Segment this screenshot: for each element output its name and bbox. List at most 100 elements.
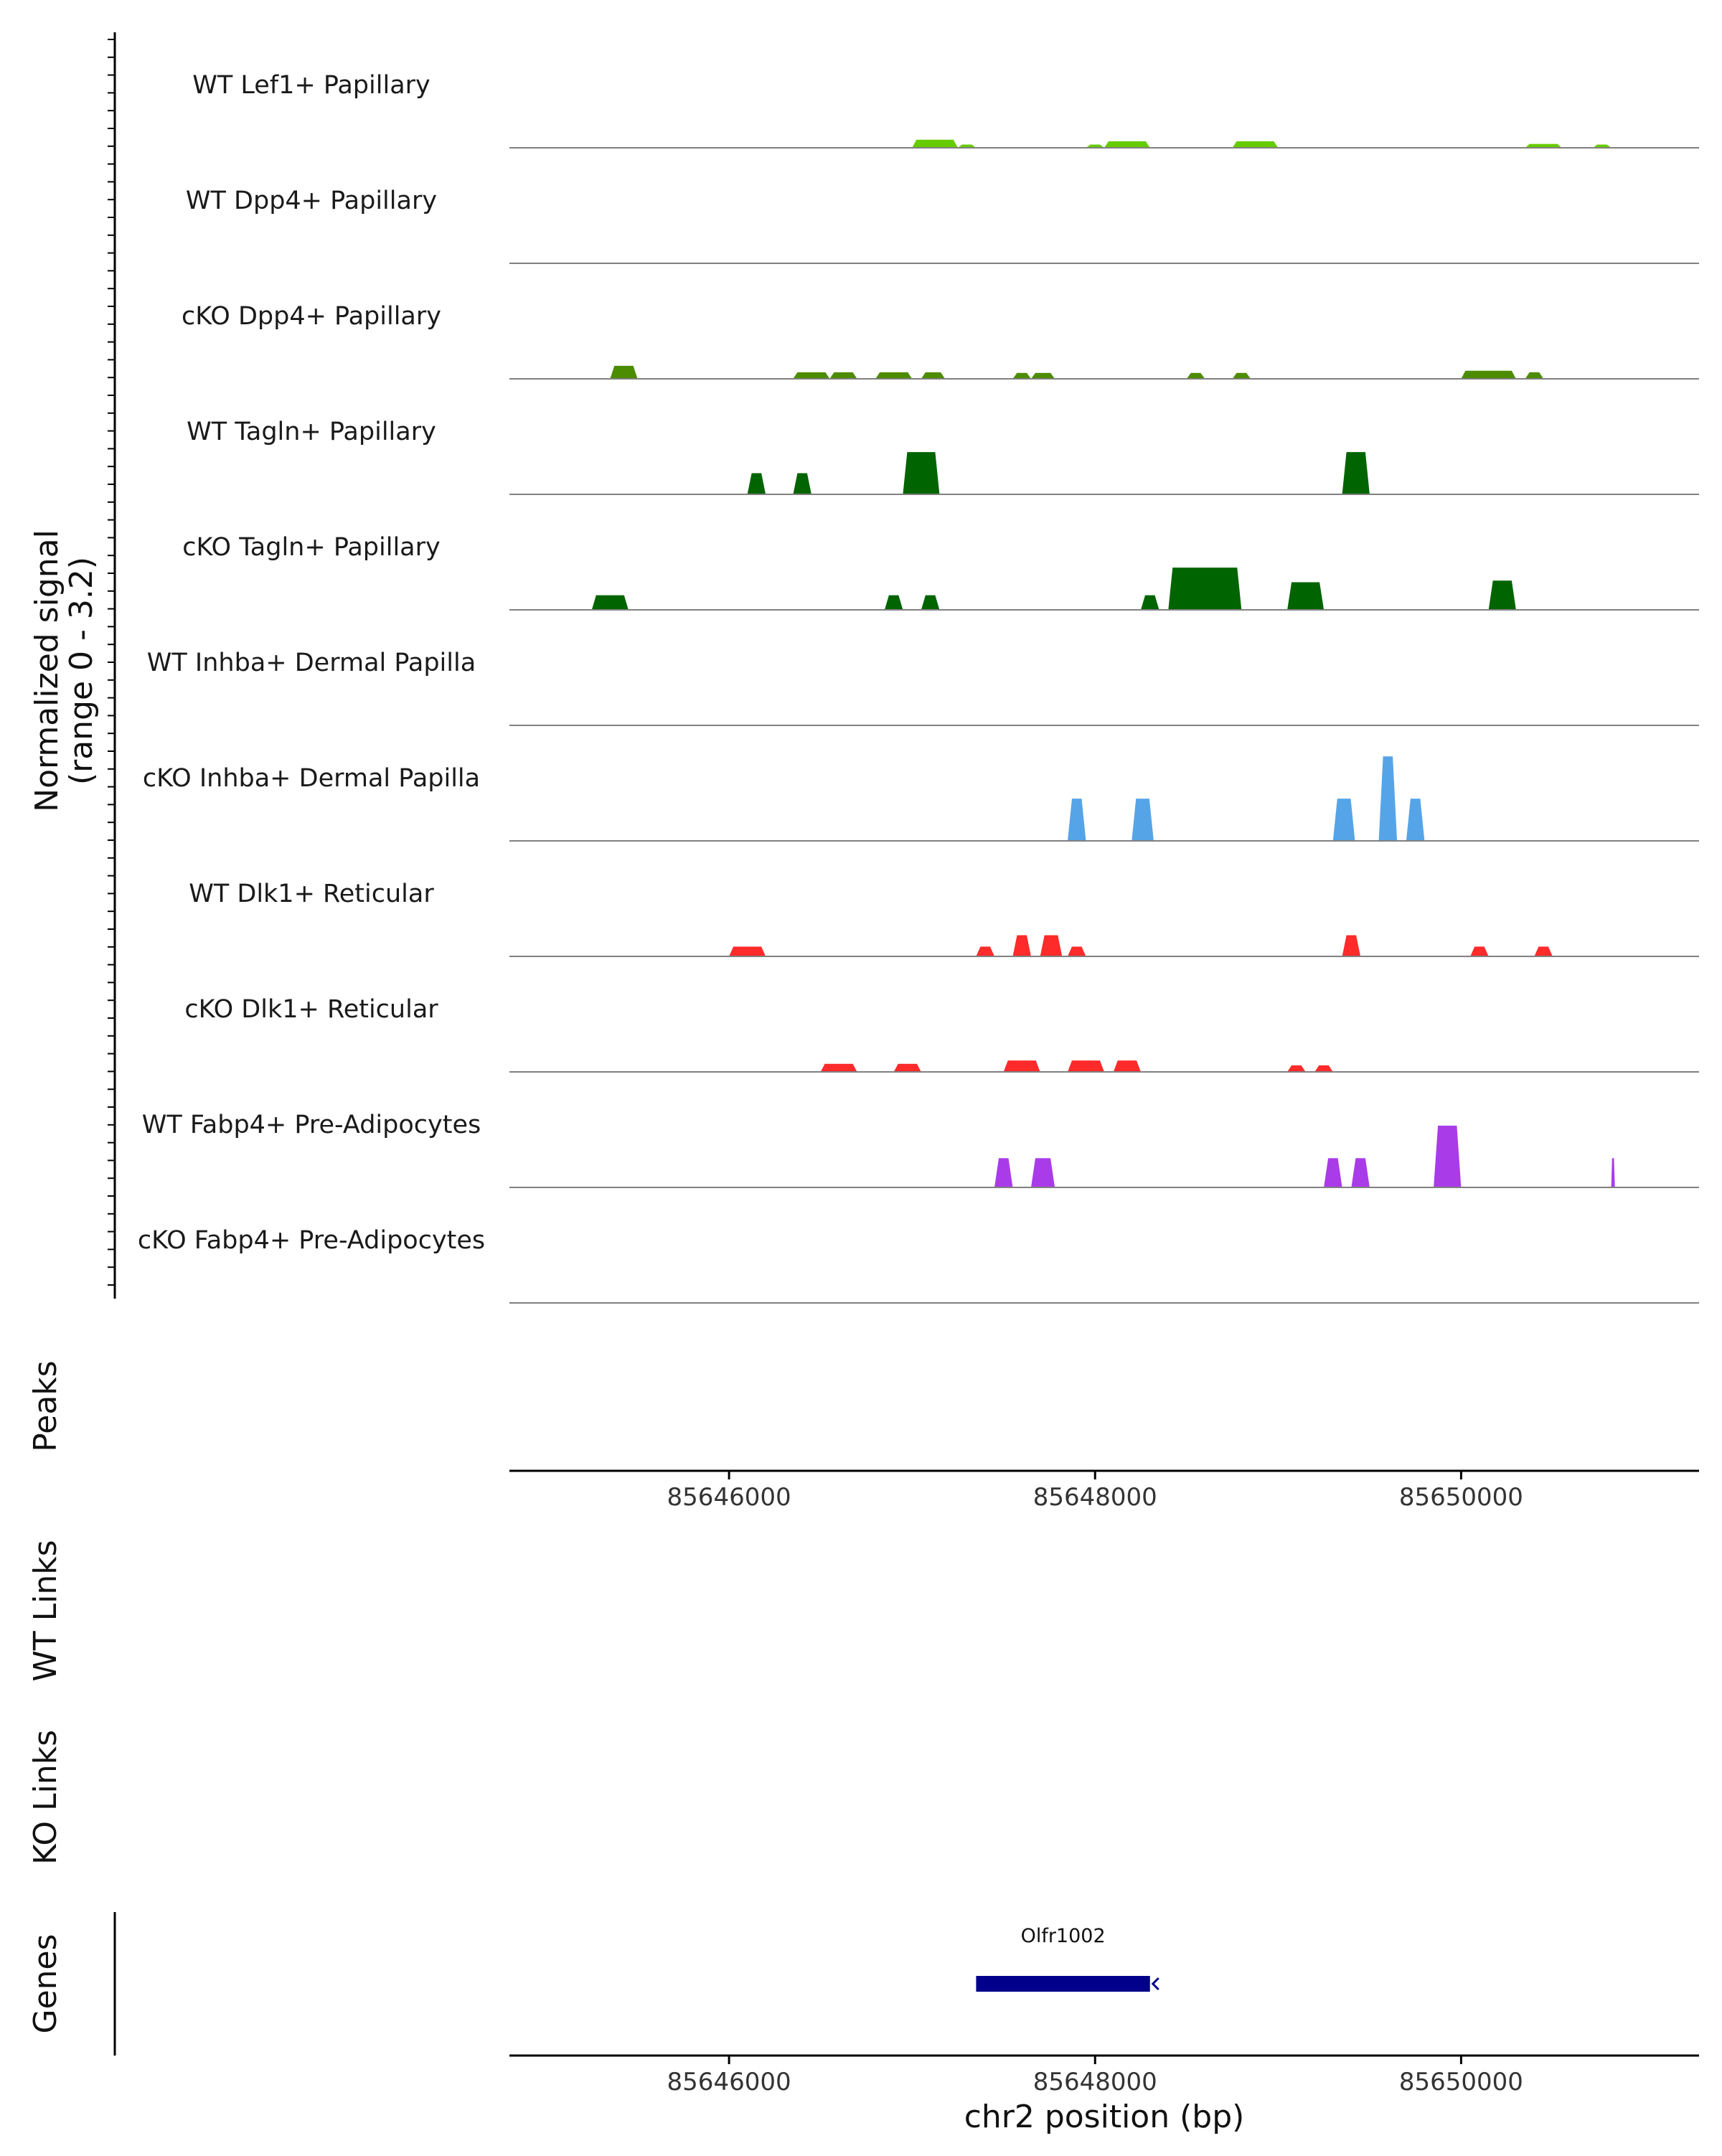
signal-peak [1332, 799, 1355, 841]
signal-peak [1342, 452, 1370, 494]
x-axis-title: chr2 position (bp) [964, 2099, 1245, 2135]
signal-peak [1593, 144, 1612, 148]
signal-peak [1068, 1060, 1104, 1072]
track-label: WT Inhba+ Dermal Papilla [147, 649, 476, 677]
y-axis-title-line1: Normalized signal [29, 529, 65, 812]
signal-peak [1131, 799, 1154, 841]
signal-peak [610, 365, 638, 379]
signal-peak [1434, 1125, 1462, 1187]
track-label: cKO Dlk1+ Reticular [184, 995, 438, 1024]
track-1: WT Lef1+ Papillary [192, 71, 1699, 149]
signal-peak [912, 139, 958, 148]
track-label: cKO Inhba+ Dermal Papilla [143, 764, 480, 793]
signal-peak [1470, 946, 1489, 956]
gene-body [976, 1976, 1150, 1992]
signal-peak [1534, 946, 1553, 956]
track-10: WT Fabp4+ Pre-Adipocytes [142, 1111, 1699, 1188]
signal-peak [1525, 143, 1562, 148]
signal-peak [903, 452, 940, 494]
track-7: cKO Inhba+ Dermal Papilla [143, 756, 1699, 842]
wt-links-label: WT Links [27, 1540, 64, 1681]
signal-peak [1113, 1060, 1141, 1072]
signal-peak [829, 372, 857, 379]
x-tick-label: 85648000 [1033, 2068, 1157, 2096]
signal-peak [1287, 1065, 1306, 1072]
signal-peak [729, 946, 766, 956]
x-tick-label: 85648000 [1033, 1483, 1157, 1512]
signal-peak [1324, 1158, 1342, 1187]
track-label: WT Dlk1+ Reticular [189, 880, 434, 908]
signal-peak [1488, 580, 1516, 610]
signal-peak [1003, 1060, 1040, 1072]
track-4: WT Tagln+ Papillary [187, 418, 1699, 495]
signal-peak [1068, 946, 1086, 956]
signal-peak [1232, 141, 1279, 148]
signal-peak [921, 595, 940, 610]
signal-peak [976, 946, 994, 956]
signal-peak [893, 1063, 921, 1072]
track-label: WT Dpp4+ Papillary [186, 187, 437, 215]
x-axis-ticks-bottom: 85646000 85648000 85650000 [667, 2056, 1523, 2096]
signal-peak [921, 372, 946, 379]
track-label: cKO Dpp4+ Papillary [182, 302, 441, 331]
signal-peak [1406, 799, 1425, 841]
signal-peak [1040, 935, 1063, 956]
tracks-layer: WT Lef1+ Papillary WT Dpp4+ Papillary cKO … [138, 71, 1699, 1304]
x-axis-ticks-top: 85646000 85648000 85650000 [667, 1471, 1523, 1512]
track-label: WT Lef1+ Papillary [192, 71, 430, 100]
signal-peak [1031, 1158, 1055, 1187]
track-11: cKO Fabp4+ Pre-Adipocytes [138, 1226, 1699, 1304]
track-2: WT Dpp4+ Papillary [186, 187, 1699, 264]
genes-label: Genes [27, 1934, 64, 2033]
gene-name: Olfr1002 [1021, 1925, 1106, 1947]
x-tick-label: 85646000 [667, 1483, 791, 1512]
track-label: WT Fabp4+ Pre-Adipocytes [142, 1111, 481, 1139]
track-5: cKO Tagln+ Papillary [182, 533, 1699, 611]
track-8: WT Dlk1+ Reticular [189, 880, 1699, 957]
signal-peak [747, 473, 766, 494]
signal-peak [1611, 1158, 1615, 1187]
peaks-label: Peaks [27, 1360, 64, 1451]
track-6: WT Inhba+ Dermal Papilla [147, 649, 1699, 726]
y-axis-ticks [108, 39, 115, 1286]
signal-peak [884, 595, 903, 610]
signal-peak [1086, 144, 1104, 148]
signal-peak [1461, 370, 1516, 379]
x-tick-label: 85650000 [1399, 1483, 1523, 1512]
signal-peak [591, 595, 629, 610]
x-tick-label: 85650000 [1399, 2068, 1523, 2096]
track-3: cKO Dpp4+ Papillary [182, 302, 1699, 380]
signal-peak [1314, 1065, 1333, 1072]
gene-track: Olfr1002 [976, 1925, 1159, 1992]
signal-peak [1287, 582, 1325, 610]
x-tick-label: 85646000 [667, 2068, 791, 2096]
signal-peak [793, 473, 811, 494]
signal-peak [793, 372, 830, 379]
signal-peak [1168, 568, 1242, 610]
track-label: cKO Tagln+ Papillary [182, 533, 441, 562]
signal-peak [1378, 756, 1398, 841]
track-label: cKO Fabp4+ Pre-Adipocytes [138, 1226, 485, 1255]
signal-peak [1525, 372, 1544, 379]
ko-links-label: KO Links [27, 1730, 64, 1865]
signal-peak [1104, 141, 1150, 148]
signal-peak [1068, 799, 1086, 841]
signal-peak [1141, 595, 1159, 610]
signal-peak [875, 372, 913, 379]
y-axis-title-line2: (range 0 - 3.2) [63, 557, 100, 785]
signal-peak [957, 144, 977, 148]
signal-peak [1342, 935, 1361, 956]
signal-peak [1186, 372, 1205, 379]
signal-peak [820, 1063, 857, 1072]
track-label: WT Tagln+ Papillary [187, 418, 436, 446]
signal-peak [1012, 935, 1031, 956]
track-9: cKO Dlk1+ Reticular [184, 995, 1699, 1073]
signal-peak [1351, 1158, 1370, 1187]
signal-peak [994, 1158, 1013, 1187]
signal-peak [1031, 372, 1055, 379]
signal-peak [1232, 372, 1251, 379]
strand-arrow-icon [1151, 1977, 1159, 1991]
signal-peak [1012, 372, 1031, 379]
